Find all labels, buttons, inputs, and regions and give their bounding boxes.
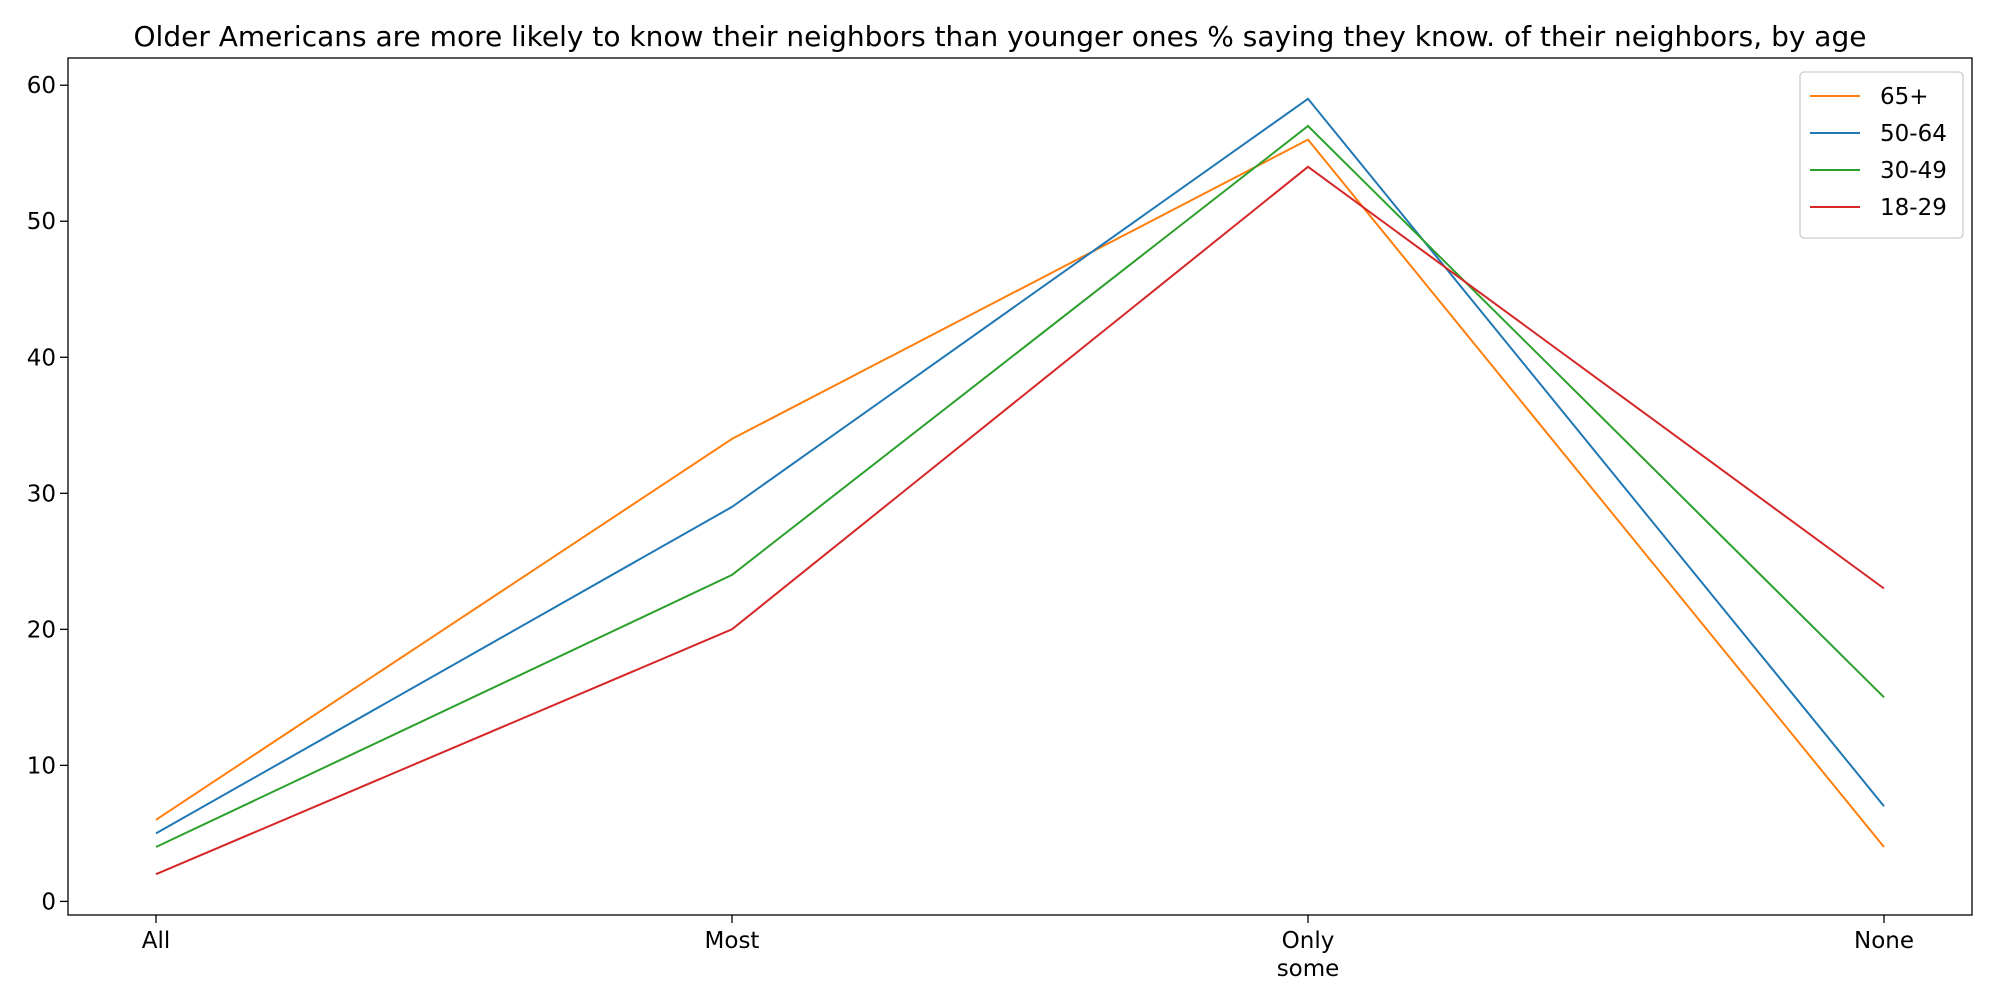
x-tick-label-line: Only: [1282, 928, 1335, 954]
legend-label: 30-49: [1880, 158, 1947, 184]
legend-label: 65+: [1880, 84, 1929, 110]
y-tick-label: 10: [27, 753, 56, 779]
legend-label: 18-29: [1880, 195, 1947, 221]
series-layer: [155, 97, 1885, 876]
x-tick-label-line: Most: [705, 928, 760, 954]
series-line-50-64: [155, 97, 1885, 835]
legend: 65+ 50-64 30-49 18-29: [1799, 71, 1964, 239]
y-tick-label: 40: [27, 345, 56, 371]
series-line-18-29: [155, 165, 1885, 876]
axis-layer: 0 10 20 30 40 50 60 All Most Only some None: [27, 73, 1914, 982]
series-line-65+: [155, 138, 1885, 848]
x-tick-label-line: None: [1854, 928, 1914, 954]
x-tick-label-line: some: [1277, 956, 1340, 982]
legend-label: 50-64: [1880, 121, 1947, 147]
x-tick-label: Most: [705, 928, 760, 954]
y-tick-label: 30: [27, 481, 56, 507]
y-tick-label: 0: [41, 889, 56, 915]
series-line-30-49: [155, 124, 1885, 848]
chart-title: Older Americans are more likely to know …: [133, 20, 1867, 53]
y-tick-label: 20: [27, 617, 56, 643]
legend-box: [1799, 71, 1964, 239]
y-tick-label: 60: [27, 73, 56, 99]
plot-frame: [67, 57, 1973, 916]
x-tick-label: Only some: [1277, 928, 1340, 982]
x-tick-label: All: [142, 928, 171, 954]
x-tick-label-line: All: [142, 928, 171, 954]
x-tick-label: None: [1854, 928, 1914, 954]
y-tick-label: 50: [27, 209, 56, 235]
